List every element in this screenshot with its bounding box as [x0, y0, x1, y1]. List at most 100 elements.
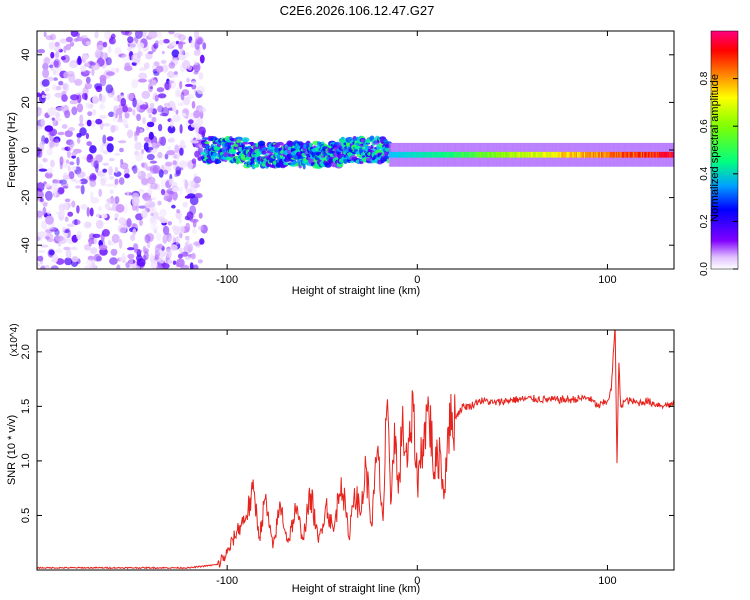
heatmap-cell [60, 182, 69, 188]
heatmap-cell [585, 151, 588, 158]
heatmap-cell [148, 31, 158, 39]
heatmap-cell [134, 141, 142, 151]
heatmap-cell [141, 90, 151, 99]
heatmap-cell [197, 259, 203, 264]
heatmap-cell [172, 104, 177, 113]
heatmap-cell [159, 218, 168, 224]
heatmap-cell [136, 258, 146, 267]
heatmap-cell [161, 64, 169, 73]
heatmap-cell [134, 249, 142, 254]
colorbar-gradient [710, 30, 739, 270]
heatmap-cell [119, 227, 127, 233]
heatmap-cell [599, 151, 602, 158]
heatmap-cell [109, 257, 118, 265]
heatmap-cell [37, 255, 44, 262]
heatmap-cell [193, 176, 202, 184]
heatmap-cell [49, 33, 57, 41]
heatmap-cell [101, 229, 110, 237]
heatmap-cell [69, 161, 75, 166]
heatmap-cell [183, 52, 189, 58]
heatmap-cell [157, 105, 164, 113]
heatmap-cell [605, 151, 608, 158]
heatmap-cell [197, 38, 203, 45]
heatmap-cell [176, 152, 180, 162]
heatmap-cell [93, 160, 99, 169]
heatmap-cell [70, 94, 79, 101]
heatmap-cell [551, 151, 555, 158]
heatmap-cell [100, 178, 106, 187]
heatmap-cell [79, 127, 87, 136]
heatmap-cell [571, 151, 574, 158]
heatmap-cell [135, 152, 144, 162]
heatmap-cell [196, 85, 205, 95]
heatmap-cell [99, 74, 107, 82]
heatmap-cell [57, 131, 65, 136]
heatmap-cell [515, 151, 518, 158]
heatmap-cell [179, 48, 185, 56]
heatmap-cell [114, 178, 119, 185]
heatmap-cell [199, 238, 205, 245]
heatmap-cell [152, 63, 157, 71]
heatmap-x-tick-label: 100 [598, 274, 616, 286]
heatmap-cell [176, 209, 181, 214]
heatmap-cell [43, 31, 47, 38]
heatmap-cell [164, 153, 169, 160]
heatmap-cell [137, 51, 142, 59]
heatmap-cell [139, 219, 143, 226]
heatmap-cell [74, 78, 83, 86]
heatmap-cell [124, 173, 130, 179]
heatmap-cell [126, 129, 134, 139]
heatmap-cell [573, 151, 576, 158]
heatmap-cell [194, 150, 200, 158]
heatmap-cell [132, 109, 136, 116]
heatmap-cell [152, 196, 157, 200]
heatmap-cell [185, 222, 191, 233]
heatmap-cell [71, 165, 77, 171]
heatmap-cell [163, 38, 170, 44]
heatmap-cell [76, 156, 80, 166]
heatmap-cell [630, 151, 633, 158]
heatmap-cell [151, 142, 157, 149]
heatmap-cell [177, 225, 185, 234]
heatmap-cell [153, 228, 158, 234]
heatmap-cell [666, 151, 669, 158]
heatmap-cell [127, 36, 134, 44]
heatmap-cell [190, 123, 198, 128]
heatmap-cell [61, 94, 68, 102]
heatmap-cell [200, 131, 206, 138]
heatmap-cell [150, 253, 154, 261]
heatmap-cell [164, 81, 170, 91]
colorbar: 0.0 0.2 0.4 0.6 0.8 Normalized spectral ampl… [699, 30, 739, 276]
heatmap-cell [204, 141, 210, 145]
heatmap-cell [173, 32, 182, 38]
heatmap-cell [663, 151, 666, 158]
heatmap-cell [110, 124, 116, 133]
heatmap-cell [42, 68, 50, 79]
heatmap-cell [54, 179, 64, 184]
heatmap-cell [646, 151, 649, 158]
heatmap-cell [64, 109, 71, 119]
heatmap-cell [577, 151, 580, 158]
heatmap-cell [182, 145, 187, 149]
heatmap-x-tick-label: -100 [216, 274, 238, 286]
heatmap-cell [37, 143, 41, 147]
heatmap-cell [151, 79, 157, 86]
heatmap-cell [65, 249, 72, 259]
heatmap-cell [185, 188, 192, 194]
heatmap-cell [181, 251, 189, 257]
heatmap-cell [93, 237, 98, 245]
heatmap-y-axis-label: Frequency (Hz) [6, 112, 18, 188]
heatmap-cell [67, 211, 74, 217]
heatmap-cell [493, 151, 496, 158]
heatmap-cell [546, 151, 549, 158]
snr-x-tick-label: 100 [598, 575, 616, 587]
heatmap-cell [597, 151, 600, 158]
heatmap-cell [198, 212, 203, 219]
heatmap-cell [123, 167, 130, 175]
snr-x-tick-label: -100 [216, 575, 238, 587]
heatmap-cell [168, 235, 176, 244]
heatmap-cell [89, 145, 97, 154]
heatmap-cell [124, 112, 130, 119]
colorbar-tick-label: 0.2 [699, 214, 710, 228]
heatmap-cell [166, 145, 172, 150]
